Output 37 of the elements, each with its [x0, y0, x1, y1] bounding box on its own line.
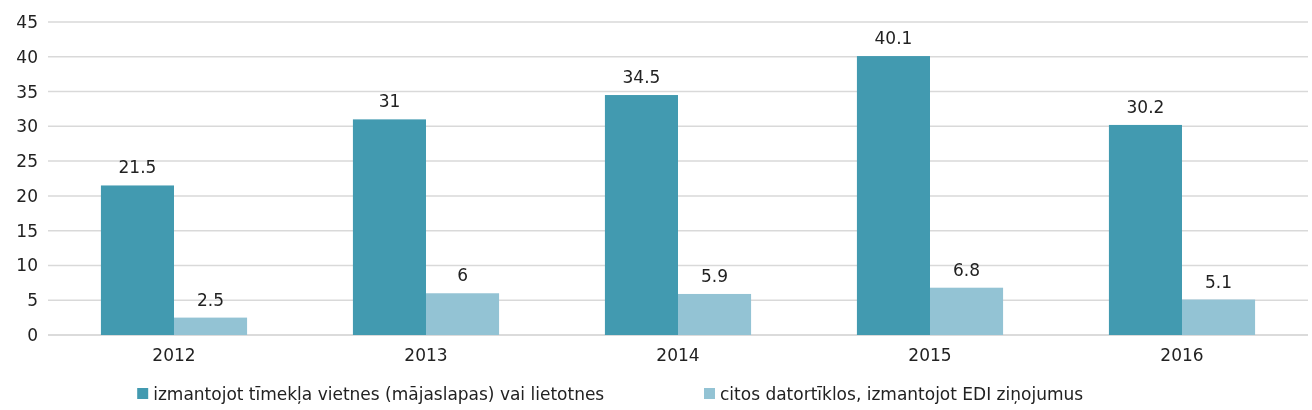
bar	[604, 95, 678, 335]
x-tick-label: 2014	[656, 345, 700, 365]
legend-label: izmantojot tīmekļa vietnes (mājaslapas) vai lietotnes	[153, 384, 605, 404]
bar	[100, 185, 174, 335]
y-tick-label: 25	[16, 151, 38, 172]
y-tick-label: 40	[16, 46, 38, 67]
y-tick-label: 15	[16, 220, 38, 241]
y-tick-label: 20	[16, 185, 38, 206]
bar	[426, 293, 500, 335]
y-tick-label: 45	[16, 11, 38, 32]
data-label: 5.1	[1205, 271, 1233, 292]
data-label: 6	[457, 265, 468, 286]
bar	[352, 119, 426, 335]
y-tick-label: 10	[16, 255, 38, 276]
x-tick-label: 2013	[404, 345, 448, 365]
bar	[678, 293, 752, 335]
data-label: 6.8	[953, 259, 981, 280]
y-tick-label: 35	[16, 81, 38, 102]
bar	[930, 287, 1004, 335]
y-tick-label: 5	[27, 290, 38, 311]
x-tick-label: 2016	[1160, 345, 1204, 365]
data-label: 5.9	[701, 265, 729, 286]
data-label: 34.5	[622, 67, 661, 88]
bar	[174, 317, 248, 335]
y-tick-label: 0	[27, 324, 38, 345]
bar	[1182, 299, 1256, 335]
legend-label: citos datortīklos, izmantojot EDI ziņojumus	[720, 384, 1084, 404]
data-label: 31	[378, 91, 401, 112]
data-label: 30.2	[1126, 96, 1165, 117]
y-tick-label: 30	[16, 116, 38, 137]
data-label: 2.5	[197, 289, 225, 310]
bar	[856, 56, 930, 335]
data-label: 21.5	[118, 157, 157, 178]
bar	[1108, 124, 1182, 335]
x-tick-label: 2012	[152, 345, 196, 365]
x-tick-label: 2015	[908, 345, 952, 365]
data-label: 40.1	[874, 28, 913, 49]
